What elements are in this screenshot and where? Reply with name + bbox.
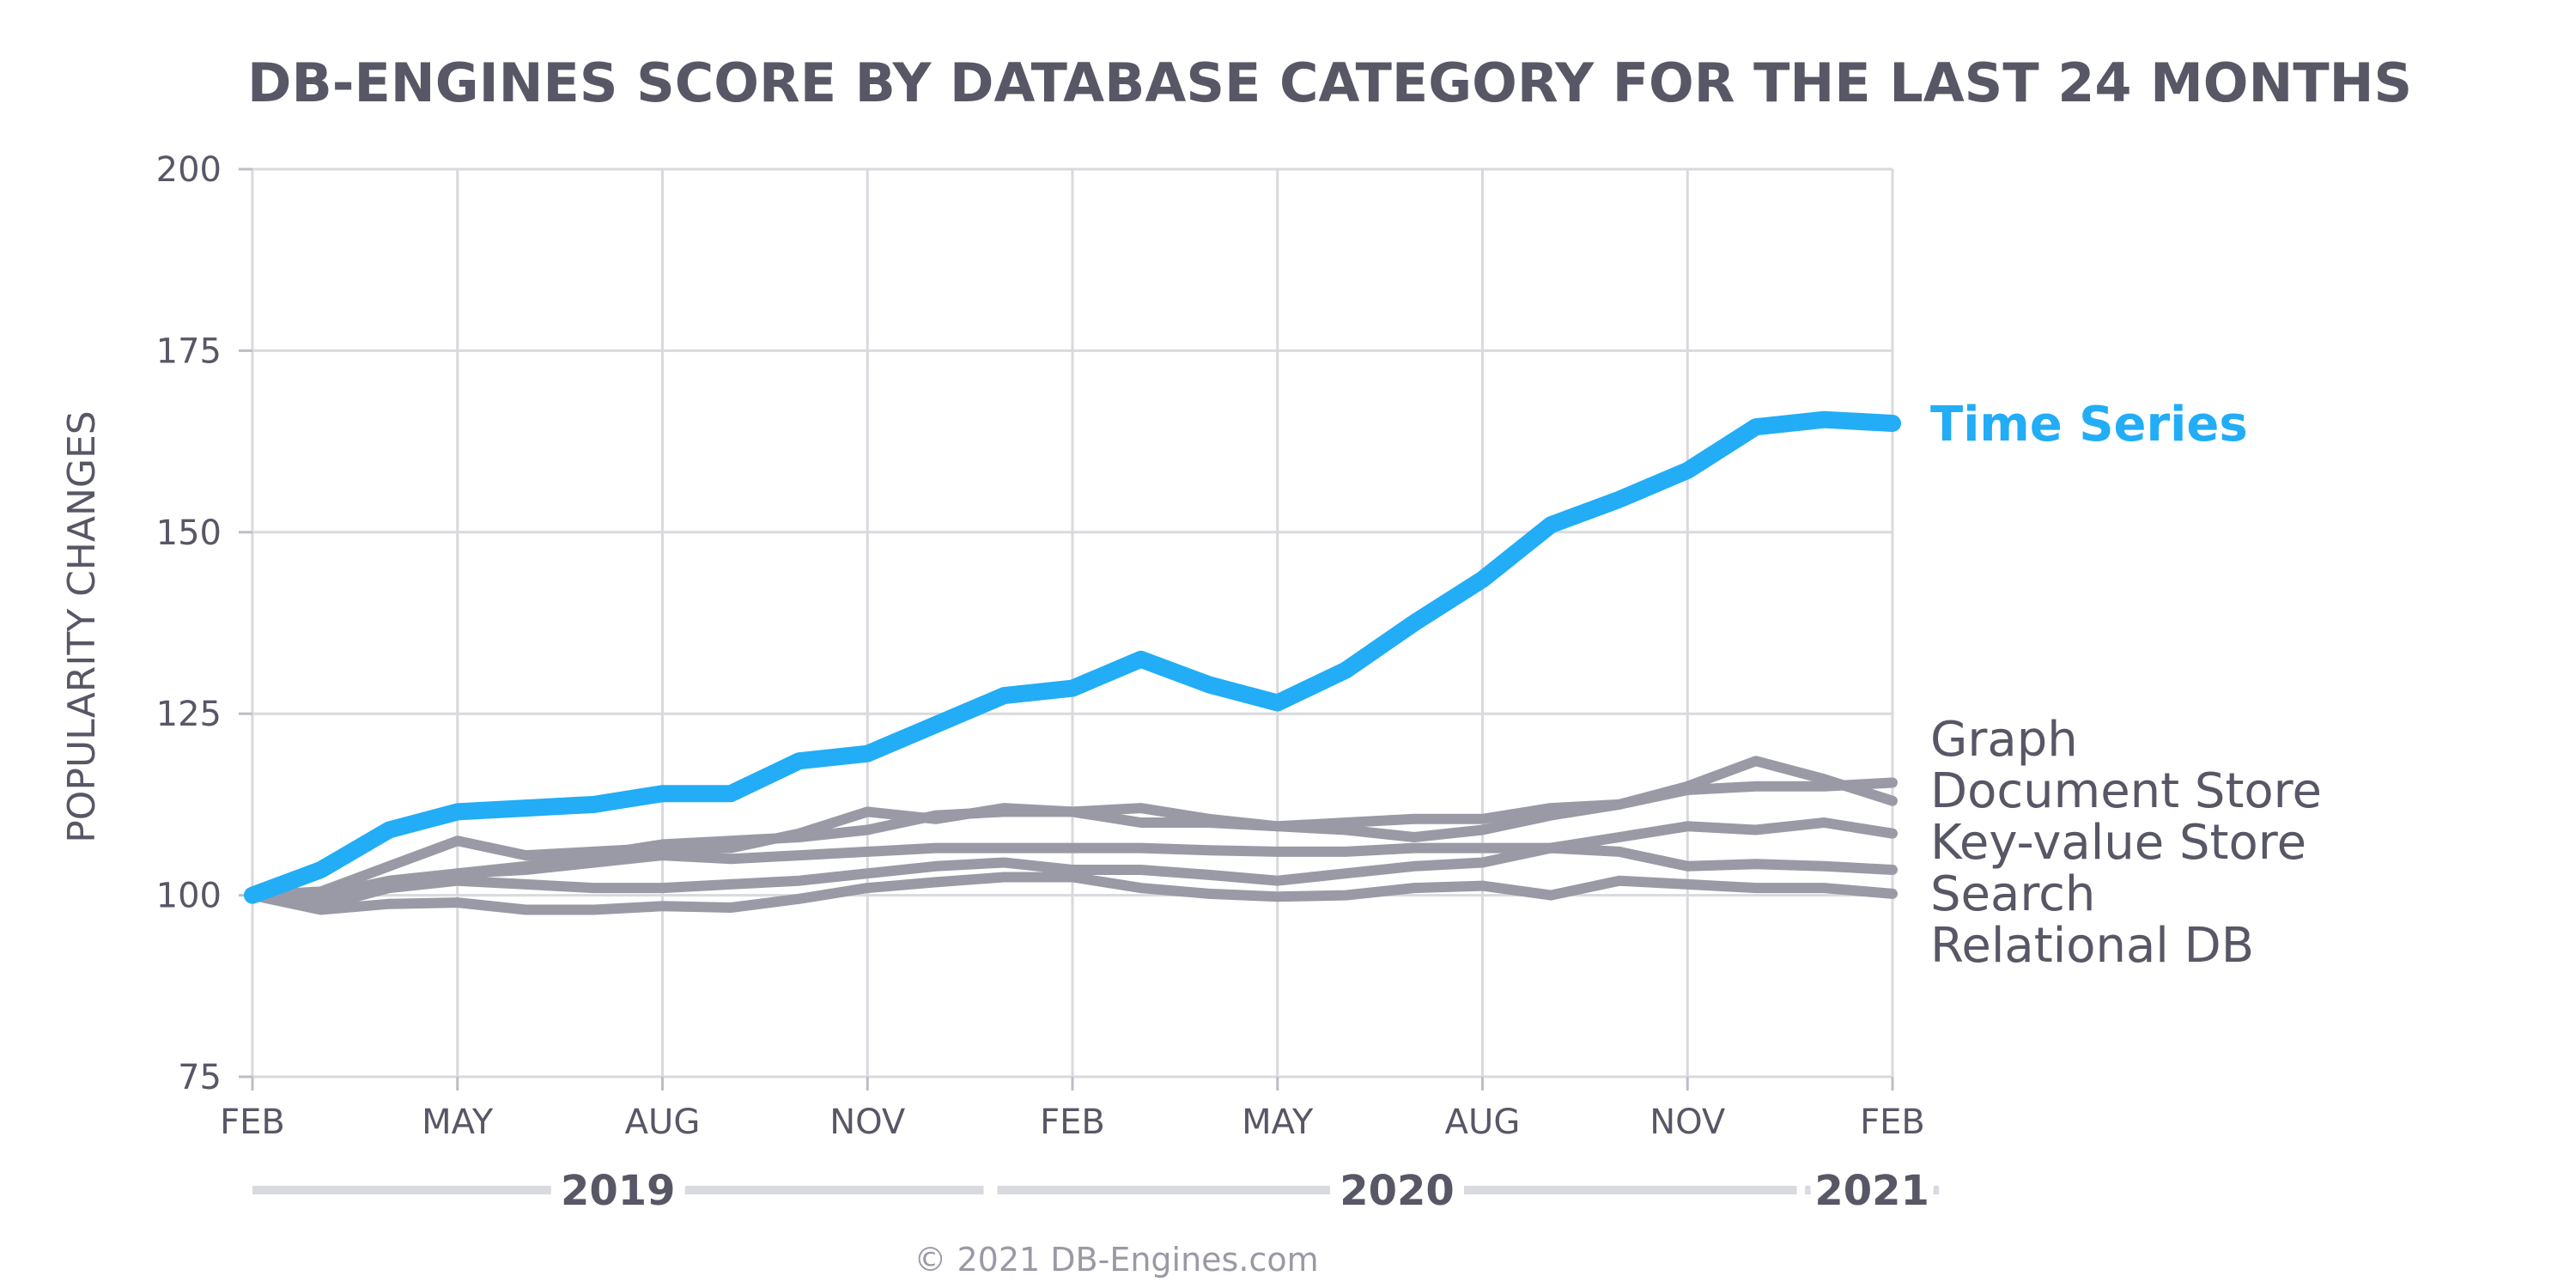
year-label: 2020 [1340,1167,1455,1215]
series-end-label: Graph [1930,712,2078,768]
y-tick-label: 175 [156,331,222,371]
year-band: 2019 2020 2021 [252,1167,1940,1215]
y-tick-label: 200 [156,150,222,190]
copyright-credit: © 2021 DB-Engines.com [914,1241,1318,1279]
y-tick-label: 75 [178,1058,222,1097]
y-axis-label: POPULARITY CHANGES [60,410,104,842]
year-label: 2021 [1814,1167,1929,1215]
x-tick-label: MAY [1242,1103,1314,1142]
series-line-relational-db [247,872,1898,915]
x-tick-label: MAY [422,1103,494,1142]
x-tick-label: FEB [220,1103,285,1142]
series-line-graph [247,756,1898,901]
y-tick-label: 150 [156,513,222,553]
series-lines [244,410,1901,915]
x-tick-label: FEB [1040,1103,1105,1142]
x-tick-label: FEB [1860,1103,1925,1142]
x-tick-label: NOV [1649,1103,1726,1142]
x-tick-label: AUG [625,1103,701,1142]
chart-title: DB-ENGINES SCORE BY DATABASE CATEGORY FO… [247,52,2412,114]
grid [251,167,1894,1078]
series-line-time-series [244,410,1901,904]
x-tick-label: NOV [829,1103,906,1142]
series-end-label: Relational DB [1930,918,2254,974]
y-tick-label: 125 [156,695,222,734]
series-line-search [247,842,1898,912]
series-end-label: Time Series [1930,397,2248,453]
axis-ticks: 75 100 125 150 175 200 FEB MAY AUG NOV FEB MAY AUG NO… [156,150,1925,1142]
series-end-label: Document Store [1930,763,2322,819]
x-tick-label: AUG [1445,1103,1521,1142]
series-end-label: Key-value Store [1930,815,2306,871]
y-tick-label: 100 [156,877,222,916]
series-end-label: Search [1930,866,2095,922]
year-label: 2019 [561,1167,676,1215]
